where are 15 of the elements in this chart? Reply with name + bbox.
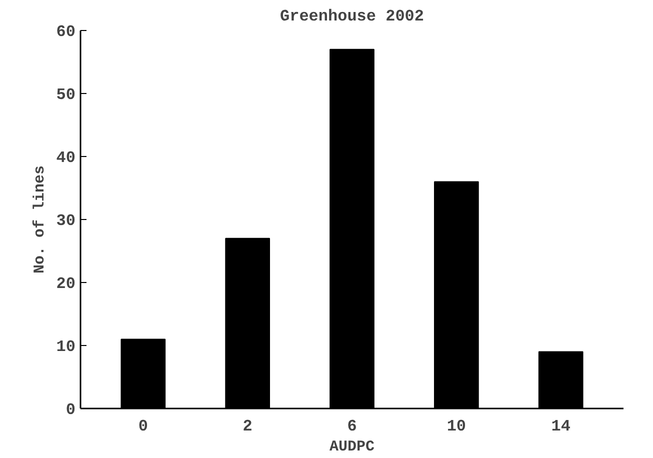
y-tick-label: 10 <box>56 338 76 356</box>
y-tick-label: 40 <box>56 149 76 167</box>
y-tick-label: 30 <box>56 212 76 230</box>
x-tick-label: 10 <box>446 418 466 436</box>
y-tick-label: 50 <box>56 86 76 104</box>
x-tick-label: 14 <box>551 418 571 436</box>
chart-title: Greenhouse 2002 <box>280 8 424 26</box>
y-tick-label: 0 <box>66 401 76 419</box>
y-tick-label: 60 <box>56 23 76 41</box>
x-axis-title: AUDPC <box>329 438 375 456</box>
x-tick-label: 2 <box>242 418 252 436</box>
y-tick-label: 20 <box>56 275 76 293</box>
x-tick-label: 6 <box>347 418 357 436</box>
x-tick-label: 0 <box>138 418 148 436</box>
y-axis-title: No. of lines <box>31 165 48 274</box>
